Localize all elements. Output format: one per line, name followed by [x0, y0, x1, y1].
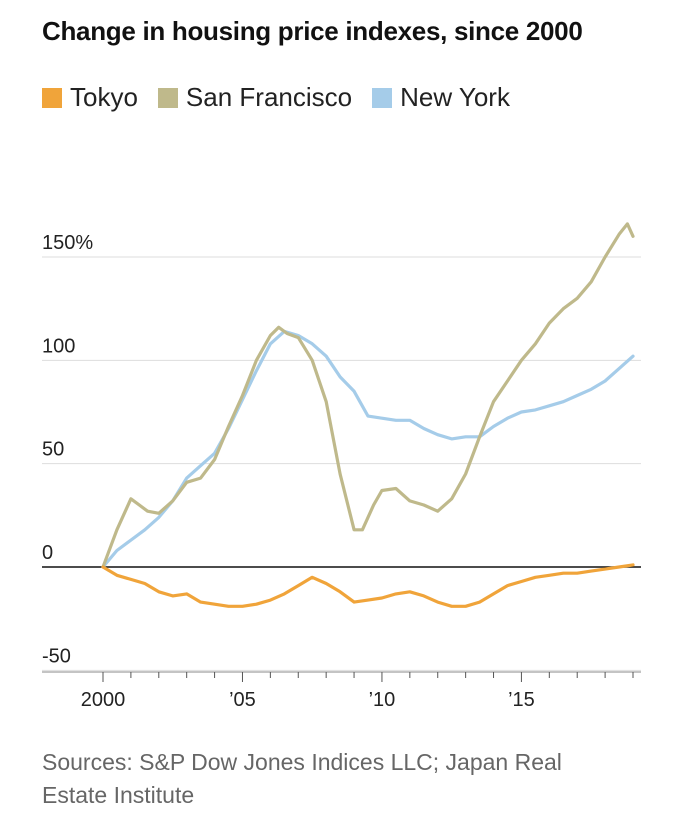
legend: Tokyo San Francisco New York	[42, 82, 530, 113]
series-line-new-york	[101, 329, 635, 569]
legend-swatch-san-francisco	[157, 87, 178, 108]
series-line-tokyo	[101, 563, 635, 608]
x-tick-label-2005: ’05	[229, 689, 256, 711]
legend-item-tokyo: Tokyo	[42, 82, 138, 113]
x-tick-label-2015: ’15	[508, 689, 535, 711]
legend-item-new-york: New York	[372, 82, 510, 113]
y-tick-label-0: 0	[42, 542, 53, 564]
legend-swatch-tokyo	[42, 87, 62, 108]
legend-label-new-york: New York	[400, 82, 510, 112]
series-line-san-francisco	[101, 222, 635, 569]
chart-title: Change in housing price indexes, since 2…	[42, 16, 583, 46]
y-tick-label-150: 150%	[42, 232, 93, 254]
legend-label-san-francisco: San Francisco	[185, 82, 353, 112]
x-tick-label-2010: ’10	[369, 689, 396, 711]
source-note: Sources: S&P Dow Jones Indices LLC; Japa…	[42, 749, 562, 808]
y-tick-label-100: 100	[42, 335, 75, 357]
legend-label-tokyo: Tokyo	[70, 82, 138, 112]
y-tick-label-50: 50	[42, 439, 64, 461]
y-tick-label--50: -50	[42, 645, 71, 667]
x-tick-label-2000: 2000	[81, 689, 126, 711]
line-chart: 150% 100 50 0 -50 2000 ’05 ’10 ’15	[42, 222, 641, 711]
legend-item-san-francisco: San Francisco	[157, 82, 353, 113]
legend-swatch-new-york	[372, 87, 393, 108]
